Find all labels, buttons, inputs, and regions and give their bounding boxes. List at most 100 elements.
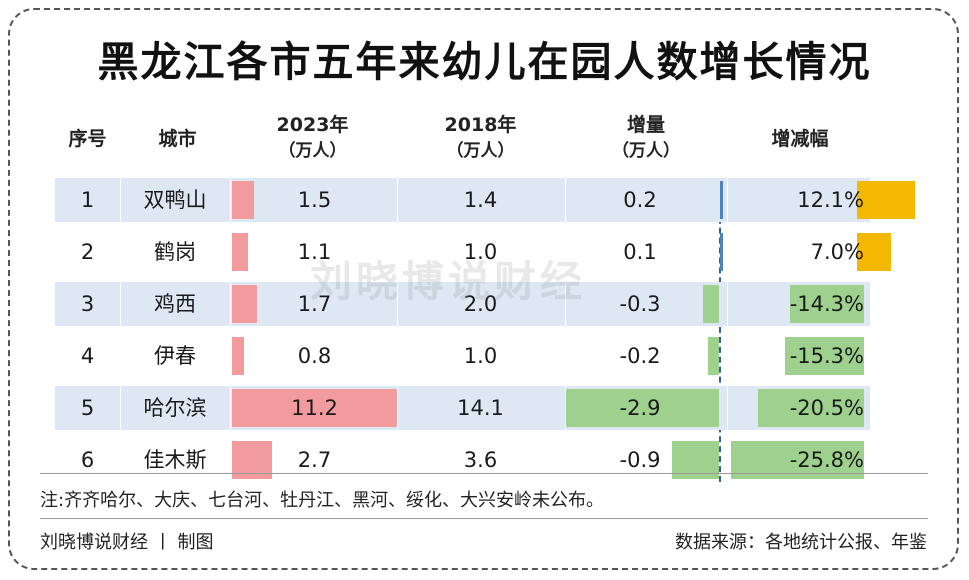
credit: 刘晓博说财经 丨 制图 bbox=[40, 532, 214, 553]
bar-increase bbox=[671, 441, 719, 479]
cell-2023: 0.8 bbox=[297, 344, 332, 368]
cell-city: 哈尔滨 bbox=[143, 396, 207, 420]
cell-2023: 1.7 bbox=[297, 292, 332, 316]
column-separator bbox=[565, 178, 566, 222]
column-separator bbox=[120, 386, 121, 430]
cell-rate: -20.5% bbox=[789, 396, 864, 420]
bar-2023 bbox=[232, 181, 255, 219]
header-rate: 增减幅 bbox=[771, 128, 829, 150]
cell-rate: 7.0% bbox=[810, 240, 864, 264]
column-separator bbox=[727, 334, 728, 378]
bar-2023 bbox=[232, 389, 397, 427]
header-2018-year: 2018年 bbox=[444, 114, 517, 136]
cell-2018: 1.4 bbox=[463, 188, 498, 212]
cell-seq: 3 bbox=[80, 292, 95, 316]
bar-2023 bbox=[232, 337, 244, 375]
column-separator bbox=[565, 438, 566, 482]
column-separator bbox=[230, 282, 231, 326]
cell-rate: -14.3% bbox=[789, 292, 864, 316]
cell-seq: 6 bbox=[80, 448, 95, 472]
column-separator bbox=[120, 438, 121, 482]
cell-increase: -0.2 bbox=[619, 344, 661, 368]
cell-increase: 0.2 bbox=[623, 188, 657, 212]
bar-increase bbox=[720, 181, 723, 219]
cell-seq: 2 bbox=[80, 240, 95, 264]
column-separator bbox=[397, 230, 398, 274]
column-separator bbox=[565, 334, 566, 378]
footnote: 注:齐齐哈尔、大庆、七台河、牡丹江、黑河、绥化、大兴安岭未公布。 bbox=[40, 490, 605, 511]
cell-2023: 2.7 bbox=[297, 448, 332, 472]
column-separator bbox=[230, 334, 231, 378]
divider-top bbox=[40, 473, 928, 474]
cell-2018: 1.0 bbox=[463, 240, 498, 264]
table-row bbox=[55, 178, 870, 222]
column-separator bbox=[397, 386, 398, 430]
increase-zero-line bbox=[719, 178, 721, 482]
watermark: 刘晓博说财经 bbox=[310, 257, 587, 306]
cell-2018: 1.0 bbox=[463, 344, 498, 368]
dashed-frame bbox=[8, 8, 959, 570]
column-separator bbox=[230, 386, 231, 430]
source: 数据来源：各地统计公报、年鉴 bbox=[675, 532, 927, 553]
bar-increase bbox=[566, 389, 719, 427]
cell-2023: 11.2 bbox=[291, 396, 338, 420]
bar-rate bbox=[758, 389, 864, 427]
header-increase-label: 增量 bbox=[626, 114, 665, 136]
cell-2018: 14.1 bbox=[457, 396, 504, 420]
cell-seq: 1 bbox=[80, 188, 95, 212]
column-separator bbox=[727, 438, 728, 482]
column-separator bbox=[727, 386, 728, 430]
cell-city: 伊春 bbox=[154, 344, 196, 368]
bar-rate bbox=[857, 233, 891, 271]
bar-increase bbox=[720, 233, 723, 271]
header-city: 城市 bbox=[158, 128, 197, 150]
header-seq: 序号 bbox=[68, 128, 107, 150]
column-separator bbox=[565, 282, 566, 326]
bar-rate bbox=[785, 337, 864, 375]
cell-rate: 12.1% bbox=[797, 188, 864, 212]
column-separator bbox=[565, 386, 566, 430]
cell-increase: -0.9 bbox=[619, 448, 661, 472]
column-separator bbox=[727, 230, 728, 274]
column-separator bbox=[397, 178, 398, 222]
header-2023-unit: （万人） bbox=[278, 141, 347, 161]
column-separator bbox=[120, 334, 121, 378]
cell-increase: -2.9 bbox=[619, 396, 661, 420]
column-separator bbox=[727, 178, 728, 222]
cell-increase: -0.3 bbox=[619, 292, 661, 316]
table-row bbox=[55, 386, 870, 430]
cell-2018: 3.6 bbox=[463, 448, 498, 472]
column-separator bbox=[397, 334, 398, 378]
column-separator bbox=[397, 438, 398, 482]
header-2023: 2023年 （万人） bbox=[230, 112, 395, 164]
cell-2023: 1.5 bbox=[297, 188, 332, 212]
column-separator bbox=[230, 438, 231, 482]
bar-increase bbox=[708, 337, 719, 375]
header-increase: 增量 （万人） bbox=[566, 112, 726, 164]
bar-2023 bbox=[232, 285, 258, 323]
column-separator bbox=[397, 282, 398, 326]
divider-bottom bbox=[40, 518, 928, 519]
cell-rate: -25.8% bbox=[789, 448, 864, 472]
cell-rate: -15.3% bbox=[789, 344, 864, 368]
column-separator bbox=[120, 178, 121, 222]
cell-city: 佳木斯 bbox=[143, 448, 207, 472]
column-separator bbox=[230, 178, 231, 222]
column-separator bbox=[120, 230, 121, 274]
bar-rate bbox=[857, 181, 915, 219]
cell-seq: 5 bbox=[80, 396, 95, 420]
header-2018-unit: （万人） bbox=[446, 141, 515, 161]
chart-title: 黑龙江各市五年来幼儿在园人数增长情况 bbox=[97, 38, 872, 86]
bar-2023 bbox=[232, 441, 272, 479]
header-increase-unit: （万人） bbox=[612, 141, 680, 161]
bar-rate bbox=[790, 285, 864, 323]
header-2023-year: 2023年 bbox=[276, 114, 349, 136]
column-separator bbox=[565, 230, 566, 274]
header-2018: 2018年 （万人） bbox=[398, 112, 563, 164]
column-separator bbox=[120, 282, 121, 326]
cell-2018: 2.0 bbox=[463, 292, 498, 316]
bar-rate bbox=[731, 441, 864, 479]
column-separator bbox=[727, 282, 728, 326]
table-row bbox=[55, 282, 870, 326]
cell-city: 鹤岗 bbox=[154, 240, 196, 264]
